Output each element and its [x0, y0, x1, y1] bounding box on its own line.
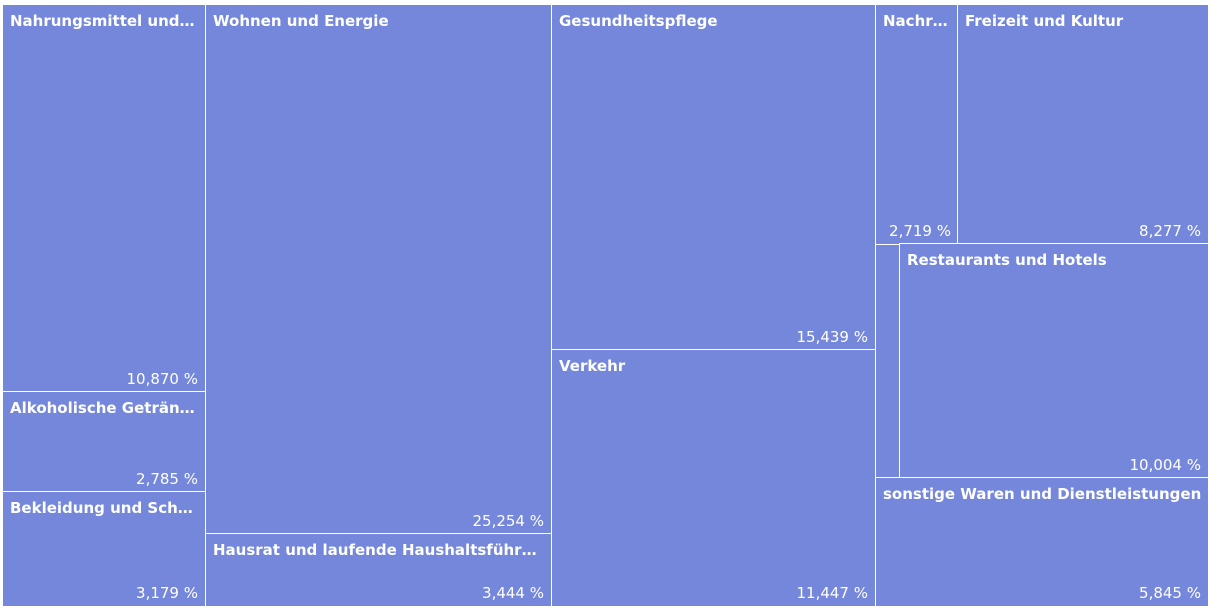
- tile-value: 5,845 %: [1139, 584, 1201, 602]
- tile-label: Freizeit und Kultur: [965, 12, 1124, 30]
- treemap-tile[interactable]: Hausrat und laufende Haushaltsführung 3,4…: [205, 533, 552, 607]
- treemap-tile[interactable]: Nachri… 2,719 %: [875, 4, 959, 245]
- tile-value: 8,277 %: [1139, 222, 1201, 240]
- tile-value: 2,785 %: [136, 470, 198, 488]
- treemap-tile[interactable]: sonstige Waren und Dienstleistungen 5,845…: [875, 477, 1209, 607]
- tile-value: 2,719 %: [889, 222, 951, 240]
- treemap-tile[interactable]: Nahrungsmittel und al… 10,870 %: [2, 4, 206, 393]
- tile-label: Wohnen und Energie: [213, 12, 389, 30]
- tile-value: 3,179 %: [136, 584, 198, 602]
- tile-label: Nachri…: [883, 12, 952, 30]
- treemap-tile[interactable]: Restaurants und Hotels 10,004 %: [899, 243, 1209, 479]
- treemap-tile[interactable]: Gesundheitspflege 15,439 %: [551, 4, 876, 351]
- tile-label: Hausrat und laufende Haushaltsführung: [213, 541, 545, 559]
- tile-label: Bekleidung und Schuhe: [10, 499, 199, 517]
- treemap-tile[interactable]: Verkehr 11,447 %: [551, 349, 876, 607]
- treemap-tile[interactable]: Alkoholische Getränke… 2,785 %: [2, 391, 206, 493]
- tile-value: 10,004 %: [1129, 456, 1201, 474]
- tile-value: 25,254 %: [472, 512, 544, 530]
- treemap-tile[interactable]: Freizeit und Kultur 8,277 %: [957, 4, 1209, 245]
- tile-value: 15,439 %: [796, 328, 868, 346]
- treemap-strip: [875, 243, 901, 479]
- tile-value: 10,870 %: [126, 370, 198, 388]
- treemap-tile[interactable]: Wohnen und Energie 25,254 %: [205, 4, 552, 535]
- tile-label: Restaurants und Hotels: [907, 251, 1107, 269]
- tile-label: Alkoholische Getränke…: [10, 399, 199, 417]
- tile-value: 3,444 %: [482, 584, 544, 602]
- tile-value: 11,447 %: [796, 584, 868, 602]
- tile-label: Nahrungsmittel und al…: [10, 12, 199, 30]
- tile-label: Gesundheitspflege: [559, 12, 718, 30]
- tile-label: sonstige Waren und Dienstleistungen: [883, 485, 1202, 503]
- tile-label: Verkehr: [559, 357, 626, 375]
- treemap-tile[interactable]: Bekleidung und Schuhe 3,179 %: [2, 491, 206, 607]
